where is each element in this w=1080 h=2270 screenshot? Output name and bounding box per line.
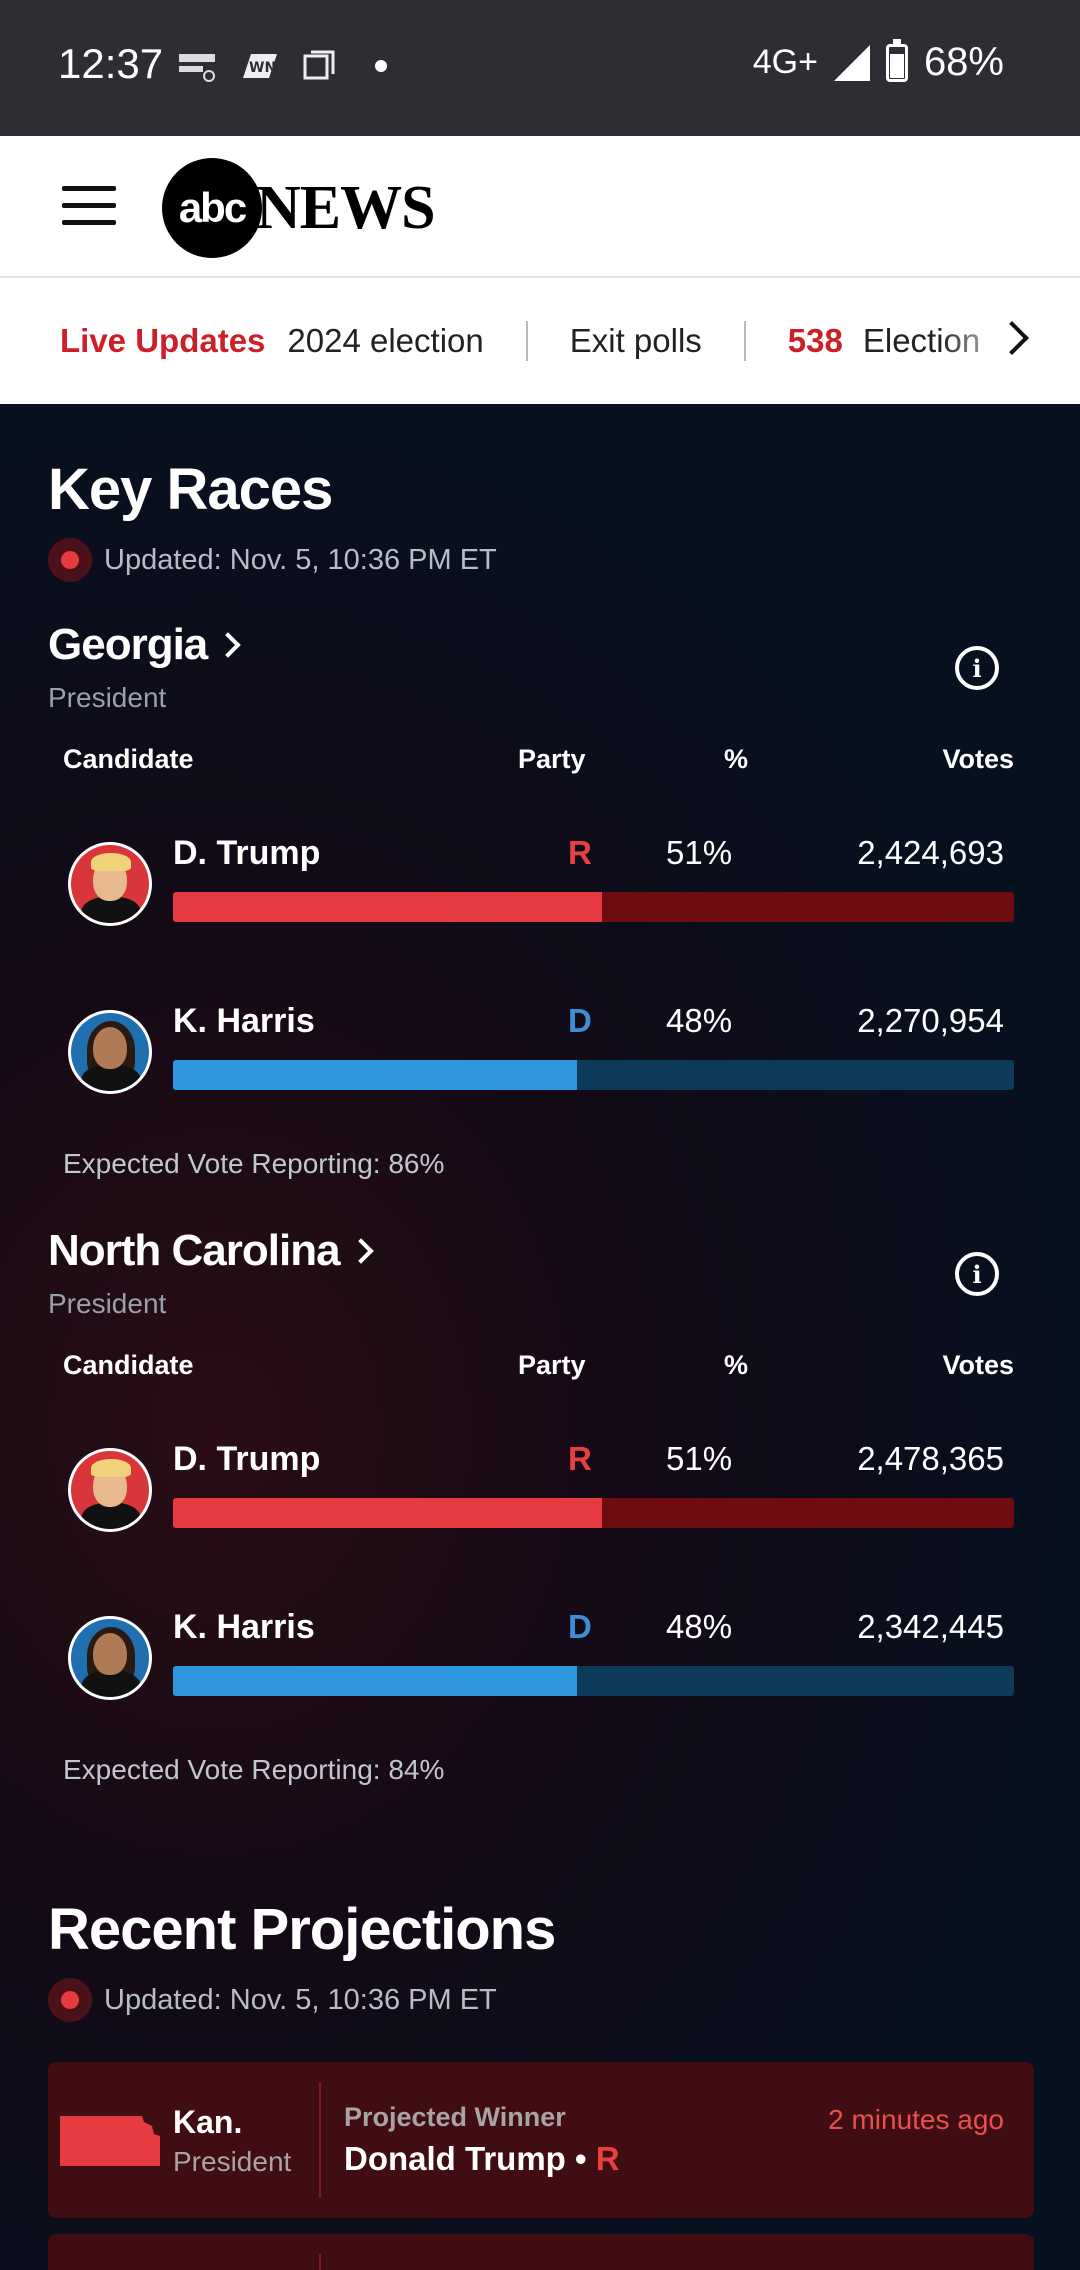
projection-card[interactable] — [48, 2234, 1034, 2270]
app-header: abc NEWS — [0, 136, 1080, 278]
battery-icon — [885, 38, 908, 82]
battery-level: 68% — [923, 40, 1004, 84]
avatar — [68, 1010, 152, 1094]
key-races-updated: Updated: Nov. 5, 10:36 PM ET — [48, 538, 497, 582]
key-races-title: Key Races — [48, 457, 333, 522]
wnn-icon: WN — [237, 48, 281, 84]
reporting-status: Expected Vote Reporting: 86% — [63, 1148, 445, 1179]
candidate-row-harris[interactable]: K. Harris D 48% 2,270,954 — [0, 990, 1080, 1100]
japanet-icon — [175, 48, 219, 84]
nav-divider — [525, 321, 528, 361]
live-dot-icon — [48, 1978, 92, 2022]
logo-news: NEWS — [256, 173, 436, 242]
vote-bar — [173, 892, 1014, 922]
projection-office: President — [173, 2146, 292, 2177]
nav-2024-election[interactable]: 2024 election — [287, 322, 484, 359]
topic-nav: Live Updates 2024 election Exit polls 53… — [0, 278, 1080, 404]
abc-news-logo[interactable]: abc NEWS — [162, 158, 436, 258]
main-content: Key Races Updated: Nov. 5, 10:36 PM ET G… — [0, 404, 1080, 2270]
status-bar: 12:37 WN 4G+ 68% — [0, 0, 1080, 136]
dot-icon — [375, 60, 387, 72]
projections-updated: Updated: Nov. 5, 10:36 PM ET — [48, 1978, 497, 2022]
race-office: President — [48, 682, 167, 713]
nav-538[interactable]: 538 — [787, 322, 843, 359]
projection-label: Projected Winner — [344, 2102, 566, 2132]
signal-icon — [833, 44, 870, 81]
chevron-right-icon — [215, 632, 242, 658]
screen-icon — [299, 48, 343, 84]
projection-winner: Donald Trump • R — [344, 2140, 620, 2177]
network-type: 4G+ — [752, 43, 818, 81]
hamburger-icon[interactable] — [62, 186, 116, 226]
nav-live-updates[interactable]: Live Updates — [60, 322, 266, 359]
candidate-row-trump[interactable]: D. Trump R 51% 2,478,365 — [0, 1428, 1080, 1538]
avatar — [68, 1448, 152, 1532]
projection-card[interactable]: Kan. President Projected Winner Donald T… — [48, 2062, 1034, 2218]
divider — [319, 2254, 321, 2270]
vote-bar — [173, 1498, 1014, 1528]
vote-bar — [173, 1060, 1014, 1090]
recent-projections-title: Recent Projections — [48, 1897, 556, 1962]
avatar — [68, 1616, 152, 1700]
candidate-row-harris[interactable]: K. Harris D 48% 2,342,445 — [0, 1596, 1080, 1706]
notification-icons: WN — [175, 48, 387, 84]
race-office: President — [48, 1288, 167, 1319]
divider — [319, 2082, 321, 2198]
candidate-row-trump[interactable]: D. Trump R 51% 2,424,693 — [0, 822, 1080, 932]
logo-abc: abc — [162, 158, 262, 258]
svg-text:WN: WN — [249, 60, 276, 76]
reporting-status: Expected Vote Reporting: 84% — [63, 1754, 445, 1785]
projection-state: Kan. — [173, 2104, 243, 2140]
live-dot-icon — [48, 538, 92, 582]
projection-time: 2 minutes ago — [828, 2104, 1004, 2135]
info-icon[interactable]: i — [955, 1252, 999, 1296]
chevron-right-icon — [347, 1238, 374, 1264]
race-title-north-carolina[interactable]: North Carolina — [48, 1226, 374, 1276]
status-time: 12:37 — [58, 40, 164, 87]
avatar — [68, 842, 152, 926]
race-title-georgia[interactable]: Georgia — [48, 620, 242, 670]
info-icon[interactable]: i — [955, 646, 999, 690]
vote-bar — [173, 1666, 1014, 1696]
nav-exit-polls[interactable]: Exit polls — [569, 322, 702, 359]
nav-divider — [743, 321, 746, 361]
kansas-map-icon — [60, 2116, 160, 2166]
